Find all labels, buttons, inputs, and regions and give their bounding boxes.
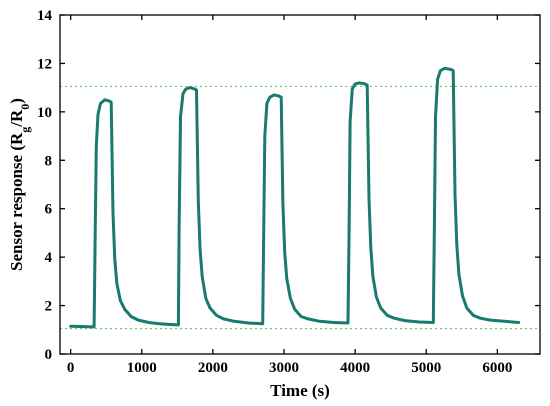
series-group bbox=[69, 66, 521, 329]
y-axis-title-slash: /R bbox=[7, 109, 26, 128]
x-tick-label: 6000 bbox=[482, 360, 512, 376]
y-tick-label: 4 bbox=[45, 250, 53, 266]
x-tick-label: 2000 bbox=[198, 360, 228, 376]
y-axis-title: Sensor response (Rg/R0) bbox=[7, 98, 32, 271]
x-axis-title: Time (s) bbox=[270, 381, 330, 400]
plot-frame bbox=[59, 14, 541, 355]
y-tick-label: 14 bbox=[37, 8, 53, 24]
x-tick-label: 3000 bbox=[269, 360, 299, 376]
reference-lines bbox=[60, 85, 540, 330]
x-tick-label: 5000 bbox=[411, 360, 441, 376]
y-tick-label: 10 bbox=[37, 105, 52, 121]
y-axis-title-sub-0: 0 bbox=[18, 104, 32, 110]
x-tick-label: 1000 bbox=[127, 360, 157, 376]
x-tick-label: 4000 bbox=[340, 360, 370, 376]
y-tick-label: 2 bbox=[45, 299, 53, 315]
y-tick-label: 12 bbox=[37, 56, 52, 72]
y-tick-label: 6 bbox=[45, 202, 53, 218]
y-tick-label: 8 bbox=[45, 153, 53, 169]
series-line-0 bbox=[69, 66, 521, 329]
y-axis-title-close: ) bbox=[7, 98, 26, 104]
axes bbox=[59, 14, 541, 355]
ticks: 0 1000 2000 3000 4000 5000 6000 0 2 4 6 8 10 12 14 bbox=[37, 8, 540, 376]
y-axis-title-sub-g: g bbox=[18, 127, 32, 133]
x-tick-label: 0 bbox=[67, 360, 75, 376]
y-tick-label: 0 bbox=[45, 347, 53, 363]
y-axis-title-main: Sensor response (R bbox=[7, 132, 26, 271]
